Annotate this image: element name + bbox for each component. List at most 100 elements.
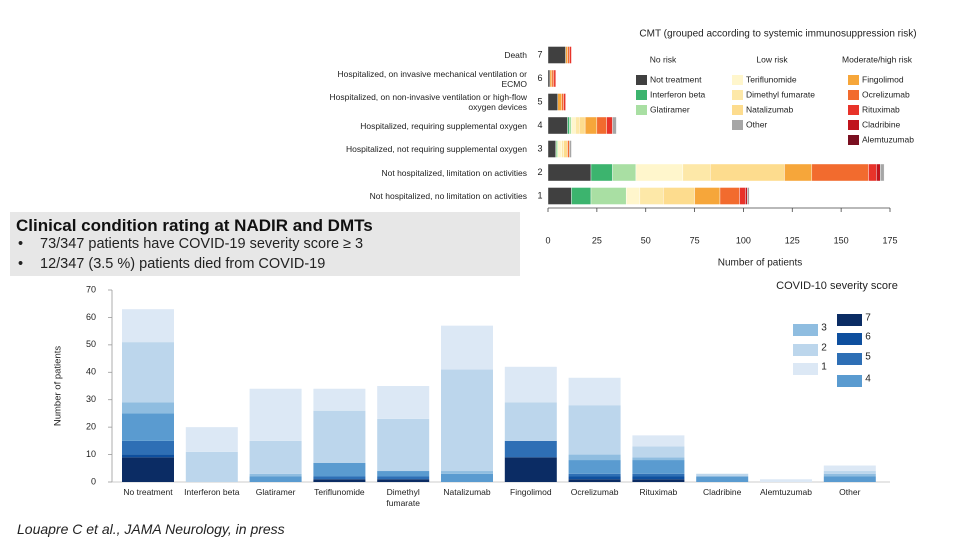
bullet-text: 73/347 patients have COVID-19 severity s…: [40, 236, 364, 252]
x-tick-label: 0: [545, 235, 550, 245]
bar-segment: [547, 163, 592, 182]
citation: Louapre C et al., JAMA Neurology, in pre…: [17, 521, 285, 537]
bar-segment: [549, 69, 553, 88]
bar-segment: [880, 163, 885, 182]
bar-segment: [694, 187, 721, 205]
bar-segment: [313, 462, 366, 477]
bar-segment: [635, 163, 684, 182]
legend-swatch: [793, 324, 818, 336]
bar-segment: [632, 460, 685, 474]
bar-segment: [639, 187, 664, 205]
x-tick-label: 100: [736, 235, 751, 245]
bar-segment: [313, 479, 366, 482]
bar-segment: [567, 116, 570, 135]
category-label: Death: [504, 50, 527, 60]
bar-segment: [590, 163, 613, 182]
x-tick-label: No treatment: [123, 487, 173, 497]
bar-segment: [551, 69, 555, 88]
bar-segment: [122, 309, 174, 343]
bar-segment: [696, 476, 749, 482]
bar-segment: [682, 163, 711, 182]
bar-segment: [441, 369, 493, 472]
bar-segment: [547, 140, 557, 158]
category-label: Not hospitalized, limitation on activiti…: [381, 167, 527, 178]
bar-segment: [569, 140, 572, 158]
bar-segment: [441, 473, 493, 482]
legend-swatch: [636, 75, 647, 85]
bar-segment: [823, 471, 876, 474]
y-tick-label: 20: [86, 422, 96, 432]
x-tick-label: Dimethyl fumarate: [386, 487, 420, 508]
bar-segment: [563, 93, 566, 111]
bar-segment: [553, 69, 557, 88]
legend-swatch: [837, 333, 862, 345]
bar-segment: [568, 473, 621, 477]
bar-segment: [313, 410, 366, 463]
bar-segment: [625, 187, 641, 205]
bar-segment: [745, 187, 748, 205]
bar-segment: [555, 140, 558, 158]
x-tick-label: Teriflunomide: [314, 487, 365, 497]
legend-swatch: [848, 90, 859, 100]
bar-segment: [441, 325, 493, 370]
legend-swatch: [848, 120, 859, 130]
bar-segment: [569, 116, 572, 135]
legend-label: Dimethyl fumarate: [746, 89, 815, 99]
bar-segment: [504, 402, 557, 441]
x-tick-label: Interferon beta: [184, 487, 240, 497]
bar-segment: [571, 116, 576, 135]
x-tick-label: Rituximab: [639, 487, 678, 497]
bar-segment: [122, 413, 174, 441]
bar-segment: [249, 388, 302, 441]
bar-segment: [568, 377, 621, 406]
x-tick-label: 150: [834, 235, 849, 245]
bar-segment: [760, 479, 812, 482]
legend-label: 5: [865, 352, 871, 363]
bar-segment: [632, 473, 685, 477]
bar-segment: [547, 187, 572, 205]
bar-segment: [571, 187, 592, 205]
y-tick-label: 7: [537, 49, 542, 59]
panel-title: Clinical condition rating at NADIR and D…: [16, 216, 373, 235]
bar-segment: [185, 451, 238, 482]
category-label: Hospitalized, on non-invasive ventilatio…: [329, 92, 528, 112]
x-tick-label: 25: [592, 235, 602, 245]
bar-segment: [504, 440, 557, 458]
y-tick-label: 10: [86, 449, 96, 459]
y-tick-label: 1: [537, 190, 542, 200]
bar-segment: [313, 388, 366, 411]
bullet-item: • 73/347 patients have COVID-19 severity …: [18, 236, 364, 252]
chart-title: CMT (grouped according to systemic immun…: [639, 29, 916, 40]
legend-group-title: No risk: [650, 54, 677, 64]
bar-segment: [569, 46, 572, 64]
bar-segment: [377, 418, 430, 472]
legend-label: 1: [821, 362, 827, 373]
bar-segment: [249, 440, 302, 474]
bar-segment: [696, 473, 749, 477]
y-tick-label: 4: [537, 120, 542, 130]
bar-segment: [612, 116, 617, 135]
x-tick-label: Ocrelizumab: [570, 487, 619, 497]
bar-segment: [563, 140, 568, 158]
bar-segment: [547, 116, 568, 135]
bar-segment: [811, 163, 869, 182]
y-tick-label: 70: [86, 284, 96, 294]
legend-swatch: [636, 105, 647, 115]
bar-segment: [606, 116, 613, 135]
y-tick-label: 60: [86, 312, 96, 322]
legend-swatch: [732, 75, 743, 85]
legend-label: 4: [865, 374, 871, 385]
bar-segment: [590, 187, 627, 205]
bar-segment: [575, 116, 580, 135]
legend-swatch: [848, 105, 859, 115]
x-tick-label: 125: [785, 235, 800, 245]
x-tick-label: Alemtuzumab: [760, 487, 812, 497]
bar-segment: [377, 479, 430, 482]
x-tick-label: Natalizumab: [443, 487, 491, 497]
bar-segment: [565, 46, 568, 64]
bar-segment: [547, 46, 566, 64]
legend-label: 7: [865, 313, 871, 324]
bar-segment: [739, 187, 746, 205]
legend-swatch: [732, 105, 743, 115]
